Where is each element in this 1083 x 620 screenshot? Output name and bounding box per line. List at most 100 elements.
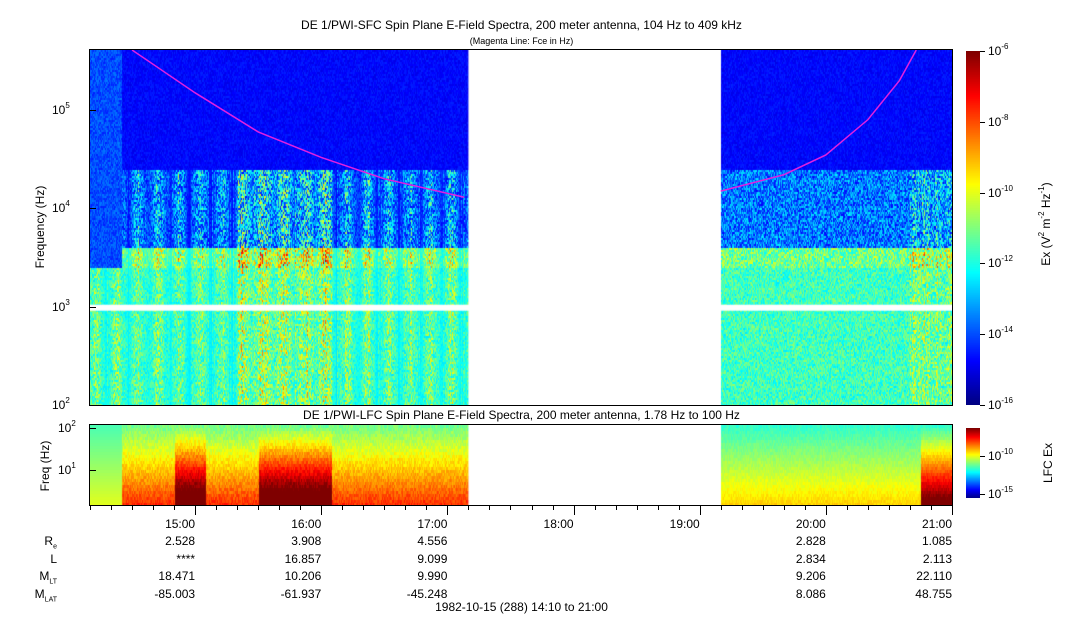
ephemeris-row-label: MLAT bbox=[34, 586, 57, 603]
bottom-panel-title: DE 1/PWI-LFC Spin Plane E-Field Spectra,… bbox=[303, 408, 740, 422]
ephemeris-value: 1.085 bbox=[921, 534, 952, 548]
colorbar-tick-label: 10-16 bbox=[988, 396, 1013, 412]
colorbar-bottom-label: LFC Ex bbox=[1041, 443, 1055, 484]
colorbar-top-label: Ex (V2 m-2 Hz-1) bbox=[1037, 182, 1053, 266]
y-tick-label: 101 bbox=[58, 461, 76, 477]
x-minor-tick bbox=[741, 505, 743, 510]
x-minor-tick bbox=[888, 505, 890, 510]
x-minor-tick bbox=[594, 505, 596, 510]
ephemeris-value: -85.003 bbox=[154, 586, 196, 601]
x-major-tick bbox=[195, 505, 197, 515]
y-tick-label: 102 bbox=[58, 419, 76, 435]
ephemeris-value: 9.990 bbox=[417, 569, 448, 583]
fce-line bbox=[131, 50, 917, 198]
ephemeris-value: 2.528 bbox=[165, 534, 196, 548]
x-minor-tick bbox=[363, 505, 365, 510]
x-minor-tick bbox=[405, 505, 407, 510]
x-minor-tick bbox=[258, 505, 260, 510]
y-tick bbox=[90, 428, 96, 429]
colorbar-top bbox=[966, 51, 980, 405]
x-minor-tick bbox=[657, 505, 659, 510]
y-tick-label: 104 bbox=[52, 199, 70, 216]
ephemeris-value: 2.828 bbox=[795, 534, 826, 548]
x-minor-tick bbox=[153, 505, 155, 510]
x-tick-label: 16:00 bbox=[291, 517, 322, 531]
top-panel-subtitle: (Magenta Line: Fce in Hz) bbox=[469, 36, 574, 46]
x-minor-tick bbox=[720, 505, 722, 510]
x-minor-tick bbox=[804, 505, 806, 510]
colorbar-tick bbox=[980, 334, 985, 336]
colorbar-tick-label: 10-6 bbox=[988, 42, 1009, 58]
colorbar-tick-label: 10-12 bbox=[988, 254, 1013, 271]
colorbar-tick bbox=[980, 121, 985, 123]
x-tick-label: 19:00 bbox=[669, 517, 700, 531]
x-minor-tick bbox=[216, 505, 218, 510]
x-minor-tick bbox=[510, 505, 512, 510]
ephemeris-row-label: Re bbox=[44, 534, 57, 551]
ephemeris-row-label: L bbox=[50, 551, 57, 566]
ephemeris-value: 2.834 bbox=[795, 551, 826, 566]
x-minor-tick bbox=[615, 505, 617, 510]
y-tick bbox=[90, 110, 96, 112]
ephemeris-value: 22.110 bbox=[916, 569, 952, 583]
x-minor-tick bbox=[909, 505, 911, 510]
x-minor-tick bbox=[678, 505, 680, 510]
colorbar-tick-label: 10-8 bbox=[988, 112, 1009, 129]
ephemeris-value: -45.248 bbox=[406, 586, 448, 601]
x-minor-tick bbox=[762, 505, 764, 510]
ephemeris-value: 4.556 bbox=[417, 534, 448, 548]
x-minor-tick bbox=[468, 505, 470, 510]
x-minor-tick bbox=[237, 505, 239, 510]
x-minor-tick bbox=[930, 505, 932, 510]
x-minor-tick bbox=[426, 505, 428, 510]
colorbar-bottom bbox=[966, 428, 980, 498]
x-minor-tick bbox=[174, 505, 176, 510]
x-major-tick bbox=[573, 505, 575, 515]
top-panel-title: DE 1/PWI-SFC Spin Plane E-Field Spectra,… bbox=[301, 18, 742, 32]
colorbar-tick bbox=[980, 494, 985, 495]
bottom-ylabel: Freq (Hz) bbox=[38, 440, 52, 492]
colorbar-tick-label: 10-14 bbox=[988, 325, 1013, 342]
x-major-tick bbox=[321, 505, 323, 515]
ephemeris-value: **** bbox=[176, 551, 196, 566]
top-panel-frame bbox=[89, 49, 953, 406]
fce-line-segment-1 bbox=[720, 50, 917, 192]
bottom-panel-frame bbox=[89, 424, 953, 506]
ephemeris-value: 16.857 bbox=[284, 551, 322, 566]
x-minor-tick bbox=[342, 505, 344, 510]
colorbar-tick bbox=[980, 51, 985, 52]
x-minor-tick bbox=[783, 505, 785, 510]
ephemeris-value: 18.471 bbox=[158, 569, 196, 583]
x-major-tick bbox=[825, 505, 827, 515]
x-axis-footer: 1982-10-15 (288) 14:10 to 21:00 bbox=[435, 600, 608, 614]
y-tick-label: 103 bbox=[52, 297, 70, 314]
colorbar-tick-label: 10-15 bbox=[988, 485, 1013, 501]
x-minor-tick bbox=[132, 505, 134, 510]
y-tick bbox=[90, 405, 96, 406]
x-minor-tick bbox=[846, 505, 848, 510]
ephemeris-value: 10.206 bbox=[284, 569, 322, 583]
x-tick-label: 15:00 bbox=[165, 517, 196, 531]
ephemeris-value: 8.086 bbox=[795, 586, 826, 601]
x-major-tick bbox=[447, 505, 449, 515]
x-minor-tick bbox=[279, 505, 281, 510]
ephemeris-value: 9.206 bbox=[795, 569, 826, 583]
top-ylabel: Frequency (Hz) bbox=[33, 185, 47, 269]
fce-line-segment-0 bbox=[131, 50, 465, 198]
x-tick-label: 17:00 bbox=[417, 517, 448, 531]
x-minor-tick bbox=[384, 505, 386, 510]
y-tick bbox=[90, 470, 96, 471]
colorbar-tick bbox=[980, 456, 985, 457]
x-major-tick bbox=[699, 505, 701, 515]
x-minor-tick bbox=[111, 505, 113, 510]
x-tick-label: 18:00 bbox=[543, 517, 574, 531]
ephemeris-value: -61.937 bbox=[280, 586, 322, 601]
x-minor-tick bbox=[489, 505, 491, 510]
x-tick-label: 21:00 bbox=[921, 517, 952, 531]
x-minor-tick bbox=[552, 505, 554, 510]
colorbar-tick-label: 10-10 bbox=[988, 183, 1013, 200]
ephemeris-value: 2.113 bbox=[922, 551, 952, 566]
ephemeris-value: 3.908 bbox=[291, 534, 322, 548]
y-tick bbox=[90, 306, 96, 308]
